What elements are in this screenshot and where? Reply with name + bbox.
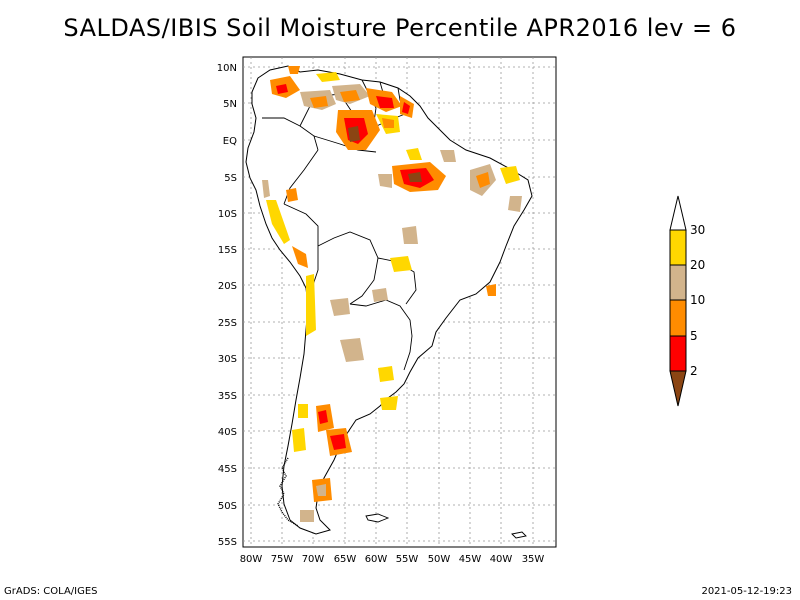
colorbar-label: 30 [690, 223, 705, 237]
lat-label: 5N [223, 99, 237, 110]
lat-label: 30S [218, 354, 237, 365]
footer-credit: GrADS: COLA/IGES [4, 586, 98, 597]
lat-label: 55S [218, 537, 237, 548]
lat-label: 35S [218, 391, 237, 402]
lon-label: 45W [459, 554, 482, 565]
colorbar: 30 20 10 5 2 [669, 195, 705, 407]
lat-label: 25S [218, 318, 237, 329]
percentile-patches [262, 66, 522, 522]
lon-label: 60W [365, 554, 388, 565]
chile-fjords [277, 457, 299, 527]
continent-outline [245, 65, 533, 539]
lat-label: 10N [217, 63, 237, 74]
colorbar-segment-2-5 [669, 335, 687, 372]
lon-label: 65W [334, 554, 357, 565]
lon-label: 40W [490, 554, 513, 565]
colorbar-segment-10-20 [669, 264, 687, 301]
lat-label: 5S [224, 173, 237, 184]
lat-label: 15S [218, 245, 237, 256]
colorbar-label: 20 [690, 258, 705, 272]
falkland-islands [365, 513, 390, 523]
lat-label: 40S [218, 427, 237, 438]
south-america-landmass [245, 65, 533, 535]
lat-label: 20S [218, 281, 237, 292]
lon-label: 80W [240, 554, 263, 565]
lon-label: 35W [522, 554, 545, 565]
colorbar-top-triangle [669, 195, 687, 231]
lat-label: 10S [218, 209, 237, 220]
plot-frame [242, 56, 557, 548]
latitude-labels: 10N 5N EQ 5S 10S 15S 20S 25S 30S 35S 40S… [217, 63, 237, 548]
footer-timestamp: 2021-05-12-19:23 [701, 586, 792, 597]
lon-label: 55W [396, 554, 419, 565]
colorbar-label: 2 [690, 364, 698, 378]
lat-label: 45S [218, 464, 237, 475]
lon-label: 75W [271, 554, 294, 565]
longitude-labels: 80W 75W 70W 65W 60W 55W 50W 45W 40W 35W [240, 554, 545, 565]
colorbar-segment-20-30 [669, 229, 687, 266]
colorbar-label: 10 [690, 293, 705, 307]
colorbar-bottom-triangle [669, 370, 687, 407]
colorbar-segment-5-10 [669, 299, 687, 337]
colorbar-label: 5 [690, 329, 698, 343]
lat-label: 50S [218, 501, 237, 512]
lon-label: 70W [302, 554, 325, 565]
lat-label: EQ [223, 136, 237, 147]
south-georgia [511, 531, 527, 539]
map-title: SALDAS/IBIS Soil Moisture Percentile APR… [63, 14, 737, 42]
lon-label: 50W [428, 554, 451, 565]
